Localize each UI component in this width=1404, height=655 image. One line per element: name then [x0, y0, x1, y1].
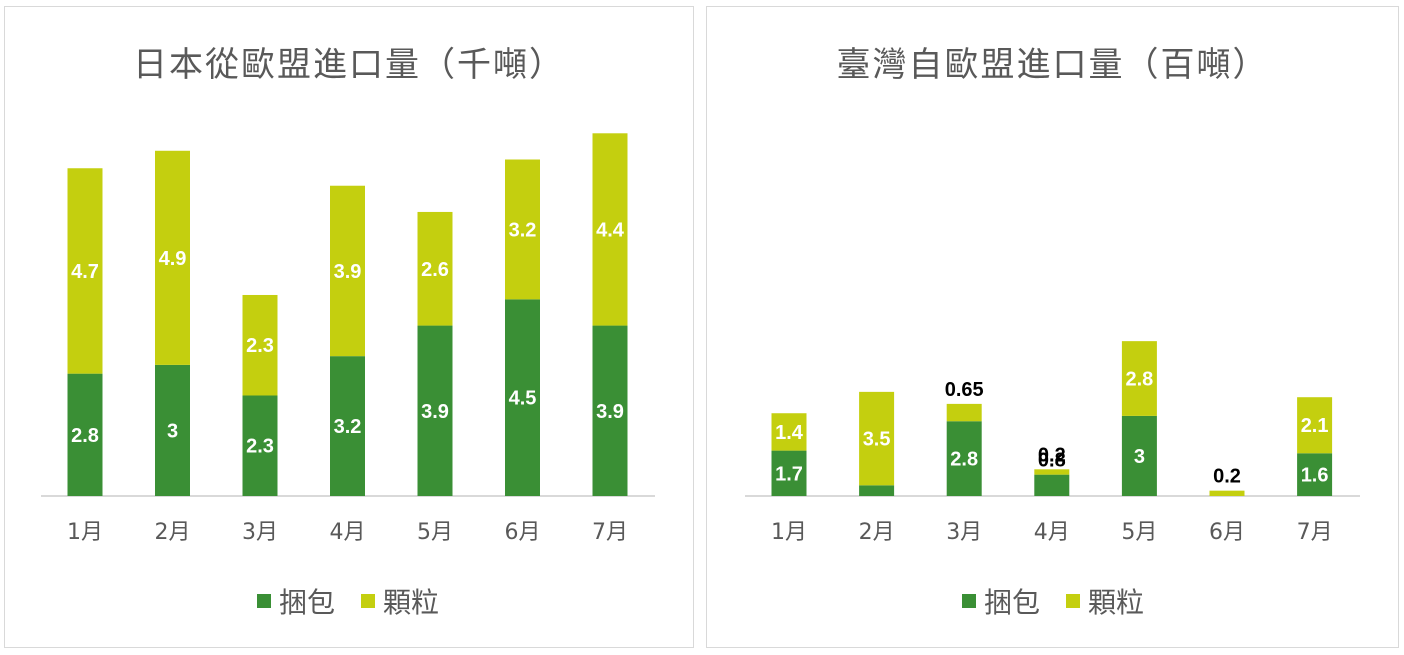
chart-title: 臺灣自歐盟進口量（百噸）	[836, 45, 1269, 85]
x-tick-label: 4月	[1034, 520, 1070, 545]
bar-pellet	[1121, 341, 1157, 416]
data-label: 2.3	[246, 436, 274, 458]
data-label: 0.8	[1038, 450, 1066, 472]
chart-panel-taiwan: 臺灣自歐盟進口量（百噸） 1.71.41月0.43.52月2.80.653月0.…	[706, 6, 1399, 648]
bar-pellet	[771, 413, 807, 451]
bar-bale	[242, 395, 278, 496]
bar-bale	[1297, 453, 1333, 496]
legend-label-pellet: 顆粒	[383, 586, 440, 619]
data-label: 2.6	[421, 259, 449, 281]
legend-item-pellet: 顆粒	[1066, 581, 1144, 621]
data-label: 1.7	[775, 463, 803, 485]
legend-item-bale: 捆包	[257, 581, 335, 621]
x-tick-label: 5月	[417, 520, 453, 545]
data-label: 3	[1134, 446, 1145, 468]
bar-bale	[1121, 415, 1157, 496]
x-tick-label: 6月	[1209, 520, 1245, 545]
chart-plot: 1.71.41月0.43.52月2.80.653月0.80.24月32.85月0…	[745, 341, 1360, 545]
bar-pellet	[242, 294, 278, 396]
data-label: 3.2	[509, 219, 537, 241]
data-label: 3	[167, 420, 178, 442]
chart-plot: 2.8 4.7 1月 3 4.9 2月 2.3 2.3 3月 3.2 3.9 4月 3.9 2.6 5月 4.…	[41, 133, 655, 545]
legend-swatch-bale	[257, 594, 271, 608]
bar-pellet	[1209, 490, 1245, 496]
bar-pellet	[1034, 469, 1070, 475]
legend-swatch-pellet	[1066, 594, 1081, 608]
x-tick-label: 2月	[155, 520, 191, 545]
bar-bale	[155, 364, 190, 496]
data-label: 2.1	[1301, 415, 1329, 437]
data-label: 3.5	[863, 429, 891, 451]
data-label: 4.9	[159, 248, 187, 270]
data-label: 0.2	[1213, 466, 1241, 488]
data-label: 4.5	[509, 388, 537, 410]
legend-item-bale: 捆包	[962, 581, 1040, 621]
bar-bale	[592, 325, 628, 496]
bar-pellet	[859, 391, 895, 486]
data-label: 3.9	[421, 401, 449, 423]
bar-pellet	[67, 168, 103, 374]
bar-bale	[946, 421, 982, 496]
data-label: 2.8	[950, 449, 978, 471]
bar-pellet	[417, 211, 453, 326]
legend-swatch-bale	[962, 594, 976, 608]
bar-bale	[505, 299, 540, 496]
legend-swatch-pellet	[361, 594, 376, 608]
x-tick-label: 1月	[67, 520, 103, 545]
x-tick-label: 3月	[242, 520, 278, 545]
data-label: 4.4	[596, 219, 625, 241]
x-tick-label: 4月	[330, 520, 366, 545]
legend: 捆包 顆粒	[257, 581, 465, 621]
x-tick-label: 7月	[1297, 520, 1333, 545]
data-label: 3.9	[596, 401, 624, 423]
data-label: 1.4	[775, 422, 804, 444]
bar-pellet	[592, 133, 628, 326]
x-tick-label: 5月	[1121, 520, 1157, 545]
data-label: 2.8	[71, 425, 99, 447]
data-label: 1.6	[1301, 465, 1329, 487]
bar-pellet	[505, 159, 540, 300]
x-tick-label: 2月	[859, 520, 895, 545]
bar-pellet	[1297, 397, 1333, 454]
bar-bale	[1034, 474, 1070, 496]
bar-bale	[330, 356, 365, 496]
bar-pellet	[946, 403, 982, 422]
legend-label-pellet: 顆粒	[1088, 586, 1145, 619]
legend-label-bale: 捆包	[279, 586, 336, 619]
data-label: 2.8	[1125, 369, 1153, 391]
data-label: 3.2	[334, 416, 362, 438]
bar-pellet	[155, 150, 190, 365]
x-tick-label: 3月	[946, 520, 982, 545]
bar-bale	[67, 373, 103, 496]
legend-label-bale: 捆包	[984, 586, 1041, 619]
bar-pellet	[330, 185, 365, 357]
bar-bale	[771, 450, 807, 496]
data-label: 0.65	[945, 379, 984, 401]
x-tick-label: 1月	[771, 520, 807, 545]
x-tick-label: 7月	[592, 520, 628, 545]
data-label: 0.2	[1038, 444, 1066, 466]
bar-bale	[859, 485, 895, 496]
x-tick-label: 6月	[505, 520, 541, 545]
chart-panel-japan: 日本從歐盟進口量（千噸） 2.8 4.7 1月 3 4.9 2月 2.3 2.3 3月 3.2 3.…	[4, 6, 694, 648]
legend-item-pellet: 顆粒	[361, 581, 439, 621]
data-label: 4.7	[71, 261, 99, 283]
chart-title: 日本從歐盟進口量（千噸）	[133, 45, 565, 85]
legend: 捆包 顆粒	[962, 581, 1170, 621]
data-label: 3.9	[334, 261, 362, 283]
data-label: 2.3	[246, 335, 274, 357]
bar-bale	[417, 325, 453, 496]
